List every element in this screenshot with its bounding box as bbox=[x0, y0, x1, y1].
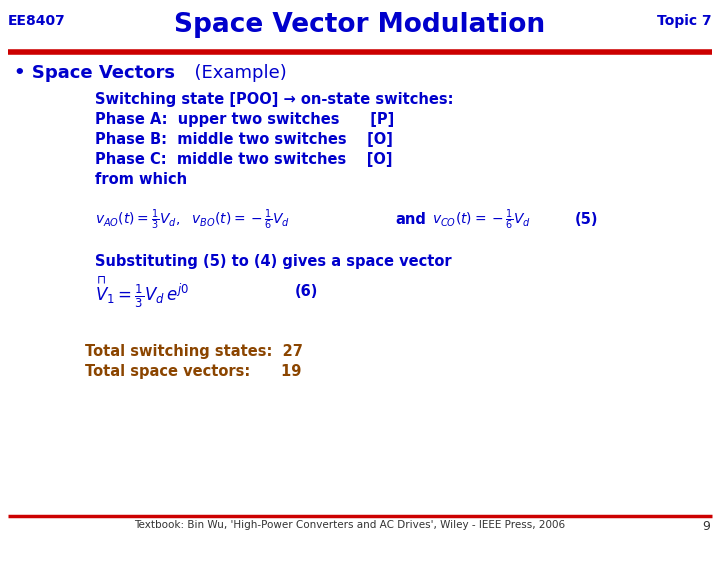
Text: • Space Vectors: • Space Vectors bbox=[14, 64, 175, 82]
Text: Textbook: Bin Wu, 'High-Power Converters and AC Drives', Wiley - IEEE Press, 200: Textbook: Bin Wu, 'High-Power Converters… bbox=[135, 520, 566, 530]
Text: (Example): (Example) bbox=[183, 64, 287, 82]
Text: Phase C:  middle two switches    [O]: Phase C: middle two switches [O] bbox=[95, 152, 392, 167]
Text: Space Vector Modulation: Space Vector Modulation bbox=[174, 12, 546, 38]
Text: $v_{AO}(t)=\frac{1}{3}V_d,\ \ v_{BO}(t)=-\frac{1}{6}V_d$: $v_{AO}(t)=\frac{1}{3}V_d,\ \ v_{BO}(t)=… bbox=[95, 208, 290, 232]
Text: Phase A:  upper two switches      [P]: Phase A: upper two switches [P] bbox=[95, 112, 395, 127]
Text: EE8407: EE8407 bbox=[8, 14, 66, 28]
Text: $v_{CO}(t)=-\frac{1}{6}V_d$: $v_{CO}(t)=-\frac{1}{6}V_d$ bbox=[432, 208, 531, 232]
Text: 9: 9 bbox=[702, 520, 710, 533]
Text: Substituting (5) to (4) gives a space vector: Substituting (5) to (4) gives a space ve… bbox=[95, 254, 451, 269]
Text: Phase B:  middle two switches    [O]: Phase B: middle two switches [O] bbox=[95, 132, 393, 147]
Text: from which: from which bbox=[95, 172, 187, 187]
Text: and: and bbox=[395, 212, 426, 228]
Text: $\overset{\sqcap}{V}_1=\frac{1}{3}V_d\,e^{j0}$: $\overset{\sqcap}{V}_1=\frac{1}{3}V_d\,e… bbox=[95, 274, 189, 310]
Text: Switching state [POO] → on-state switches:: Switching state [POO] → on-state switche… bbox=[95, 92, 454, 107]
Text: (6): (6) bbox=[295, 284, 318, 300]
Text: Total switching states:  27: Total switching states: 27 bbox=[85, 344, 303, 359]
Text: Total space vectors:      19: Total space vectors: 19 bbox=[85, 364, 302, 379]
Text: (5): (5) bbox=[575, 212, 598, 228]
Text: Topic 7: Topic 7 bbox=[657, 14, 712, 28]
